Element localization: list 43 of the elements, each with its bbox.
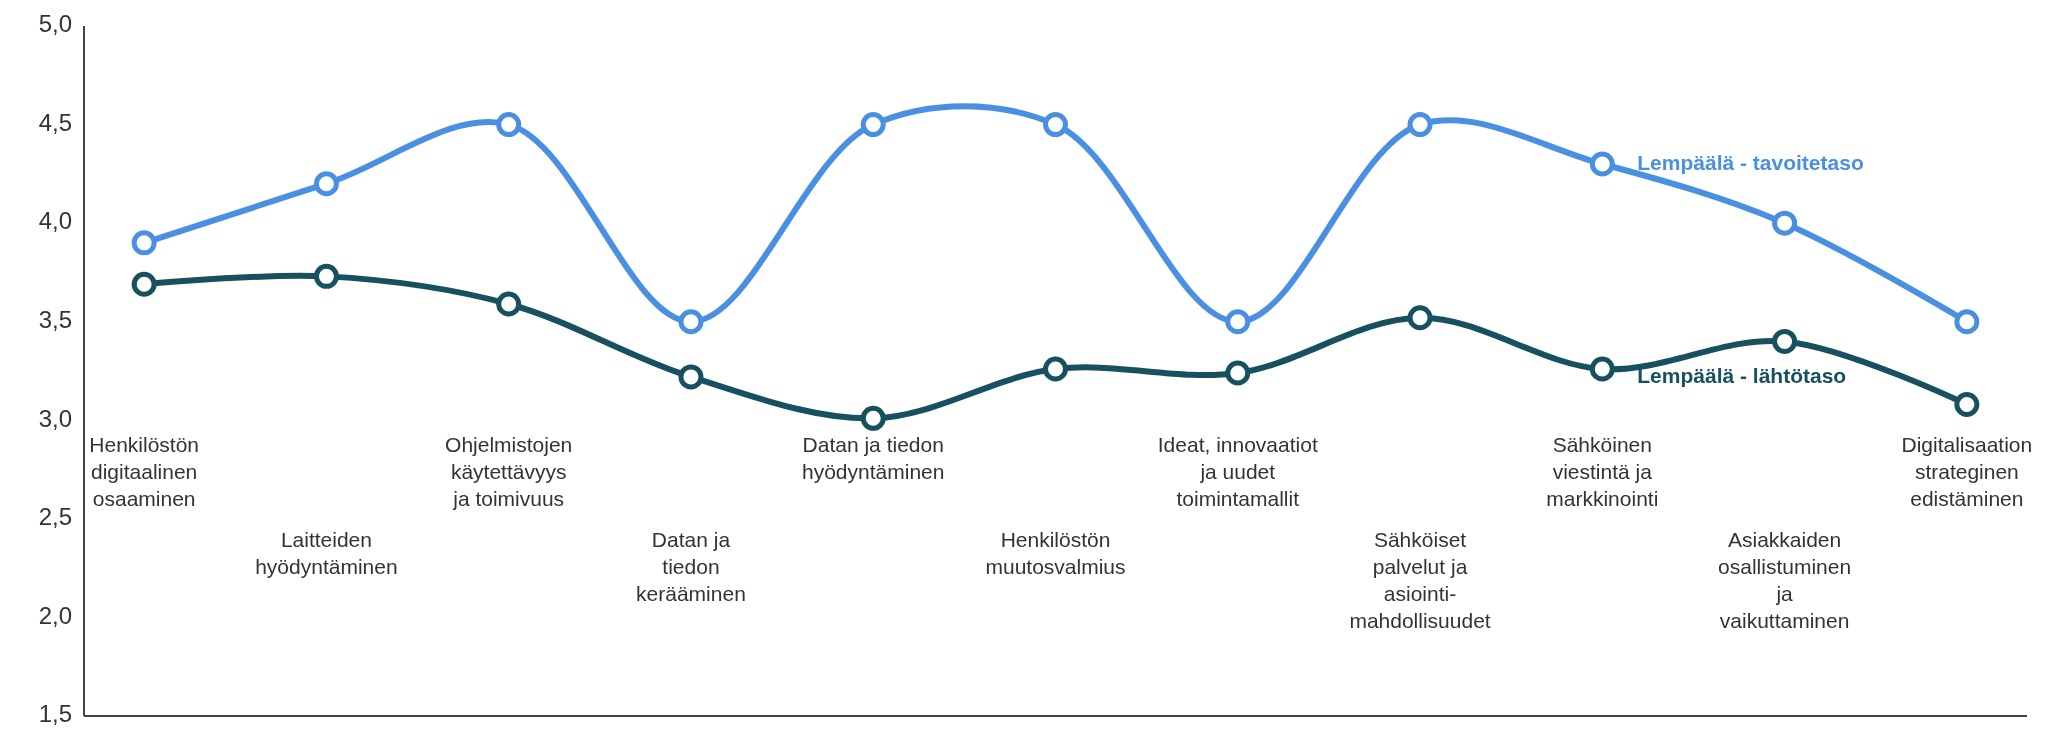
point xyxy=(1043,356,1068,382)
point xyxy=(1225,309,1251,335)
point xyxy=(496,112,522,138)
y-tick-label: 1,5 xyxy=(38,700,72,728)
point xyxy=(1407,112,1433,138)
y-tick-label: 5,0 xyxy=(38,10,72,38)
x-tick-label: Asiakkaiden osallistuminen ja vaikuttaminen xyxy=(1718,528,1852,633)
y-tick-label: 2,0 xyxy=(38,601,72,629)
x-tick-label: Digitalisaation strateginen edistäminen xyxy=(1901,433,2033,511)
x-tick-label: Henkilöstön muutosvalmius xyxy=(985,528,1126,579)
x-tick-label: Laitteiden hyödyntäminen xyxy=(255,528,398,579)
point xyxy=(860,405,886,431)
point xyxy=(1225,360,1251,386)
point xyxy=(678,364,704,390)
point xyxy=(131,271,157,297)
point xyxy=(1954,309,1980,335)
y-tick-label: 3,0 xyxy=(38,404,72,432)
point xyxy=(313,171,339,197)
point xyxy=(1407,305,1433,331)
x-tick-label: Ohjelmistojen käytettävyys ja toimivuus xyxy=(445,433,573,511)
x-tick-label: Datan ja tiedon hyödyntäminen xyxy=(802,433,945,484)
series-label: Lempäälä - tavoitetaso xyxy=(1637,150,1864,174)
point xyxy=(1772,328,1798,354)
x-tick-label: Henkilöstön digitaalinen osaaminen xyxy=(89,433,200,511)
point xyxy=(1954,392,1980,418)
y-tick-label: 3,5 xyxy=(38,306,72,334)
point xyxy=(496,291,522,317)
y-tick-label: 4,5 xyxy=(38,108,72,136)
x-tick-label: Sähköiset palvelut ja asiointi- mahdollisuudet xyxy=(1349,528,1491,633)
x-tick-label: Datan ja tiedon kerääminen xyxy=(636,528,746,606)
point xyxy=(131,230,157,256)
y-tick-label: 2,5 xyxy=(38,503,72,531)
y-tick-label: 4,0 xyxy=(38,207,72,235)
x-tick-label: Ideat, innovaatiot ja uudet toimintamallit xyxy=(1157,433,1318,511)
point xyxy=(860,112,886,138)
point xyxy=(1043,112,1068,138)
point xyxy=(1772,210,1798,236)
series-label: Lempäälä - lähtötaso xyxy=(1637,363,1847,387)
x-tick-label: Sähköinen viestintä ja markkinointi xyxy=(1546,433,1659,511)
point xyxy=(1589,356,1615,382)
point xyxy=(313,263,339,289)
point xyxy=(1589,151,1615,177)
point xyxy=(678,309,704,335)
